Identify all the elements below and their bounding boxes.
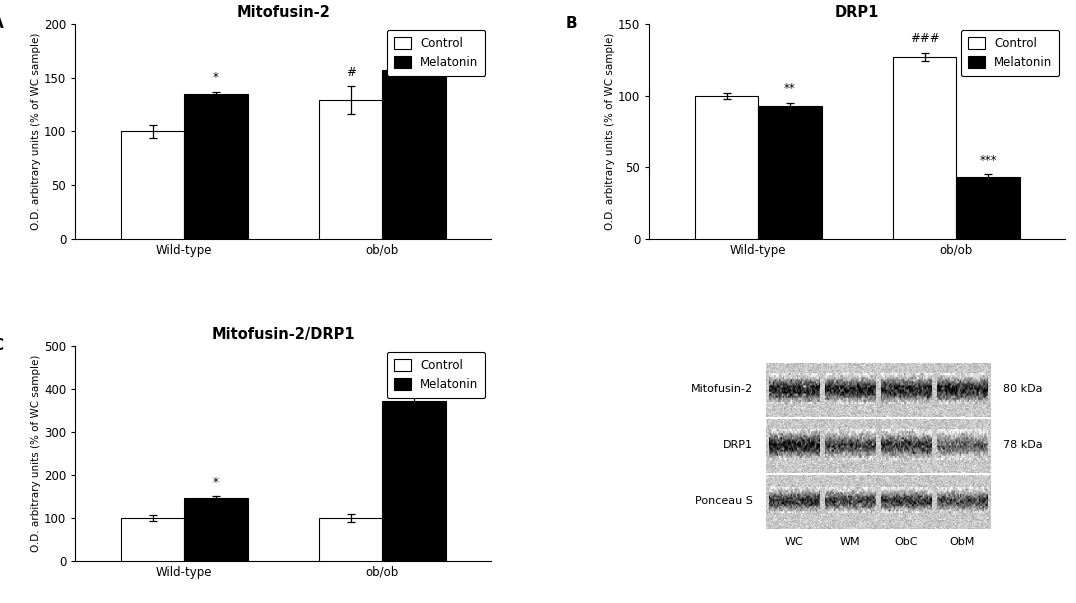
- Text: ObM: ObM: [950, 537, 975, 547]
- Bar: [957, 177, 1020, 239]
- Y-axis label: O.D. arbitrary units (% of WC sample): O.D. arbitrary units (% of WC sample): [31, 355, 41, 552]
- Text: A: A: [0, 16, 4, 31]
- Text: 80 kDa: 80 kDa: [1003, 384, 1043, 394]
- Bar: [318, 100, 382, 239]
- Y-axis label: O.D. arbitrary units (% of WC sample): O.D. arbitrary units (% of WC sample): [606, 33, 615, 230]
- Text: Mitofusin-2: Mitofusin-2: [691, 384, 753, 394]
- Bar: [184, 94, 247, 239]
- Legend: Control, Melatonin: Control, Melatonin: [387, 30, 485, 76]
- Text: ###: ###: [910, 32, 939, 45]
- Bar: [382, 71, 445, 239]
- Text: ***: ***: [406, 372, 423, 385]
- Text: C: C: [0, 338, 3, 353]
- Bar: [893, 57, 957, 239]
- Bar: [382, 401, 445, 561]
- Text: ObC: ObC: [894, 537, 918, 547]
- Text: WC: WC: [784, 537, 803, 547]
- Legend: Control, Melatonin: Control, Melatonin: [961, 30, 1060, 76]
- Legend: Control, Melatonin: Control, Melatonin: [387, 352, 485, 398]
- Text: DRP1: DRP1: [723, 440, 753, 450]
- Text: Ponceau S: Ponceau S: [695, 496, 753, 506]
- Text: #: #: [345, 66, 355, 79]
- Bar: [318, 518, 382, 561]
- Bar: [695, 96, 759, 239]
- Y-axis label: O.D. arbitrary units (% of WC sample): O.D. arbitrary units (% of WC sample): [31, 33, 41, 230]
- Bar: [121, 131, 184, 239]
- Text: B: B: [566, 16, 578, 31]
- Bar: [121, 518, 184, 561]
- Text: *: *: [213, 476, 218, 489]
- Text: WM: WM: [839, 537, 861, 547]
- Text: *: *: [213, 71, 218, 84]
- Title: Mitofusin-2: Mitofusin-2: [237, 5, 330, 20]
- Text: 78 kDa: 78 kDa: [1003, 440, 1043, 450]
- Bar: [184, 498, 247, 561]
- Text: ***: ***: [979, 154, 996, 167]
- Title: Mitofusin-2/DRP1: Mitofusin-2/DRP1: [212, 327, 355, 342]
- Text: **: **: [784, 83, 796, 95]
- Title: DRP1: DRP1: [835, 5, 879, 20]
- Bar: [759, 106, 822, 239]
